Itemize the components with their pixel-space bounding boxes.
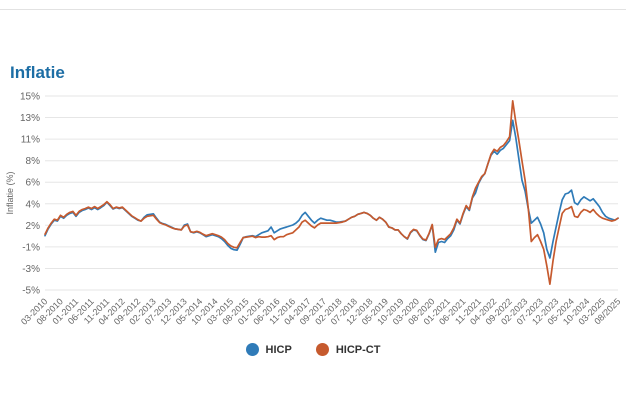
- y-gridlines: [45, 95, 618, 291]
- hicp-series-line[interactable]: [44, 119, 619, 259]
- svg-text:-3%: -3%: [22, 264, 40, 275]
- svg-text:13%: 13%: [20, 113, 40, 124]
- svg-text:11%: 11%: [21, 135, 40, 146]
- x-axis-labels: 03-201008-201001-201106-201111-201104-20…: [19, 296, 622, 326]
- legend-item-hicp-ct[interactable]: HICP-CT: [315, 343, 381, 356]
- hicp-ct-series-line[interactable]: [44, 99, 619, 286]
- y-axis-labels: 15% 13% 11% 8% 6% 4% 2% -1% -3% -5%: [20, 92, 40, 297]
- svg-text:-5%: -5%: [22, 286, 40, 297]
- svg-text:2%: 2%: [26, 221, 41, 232]
- svg-text:6%: 6%: [26, 178, 41, 189]
- chart-title: Inflatie: [10, 63, 65, 82]
- svg-text:4%: 4%: [26, 199, 41, 210]
- svg-text:15%: 15%: [20, 92, 40, 103]
- chart-legend: HICP HICP-CT: [0, 343, 626, 356]
- y-axis-title: Inflatie (%): [5, 171, 15, 214]
- top-divider: [0, 9, 626, 10]
- legend-item-hicp[interactable]: HICP: [245, 343, 292, 356]
- hicp-ct-legend-dot-icon: [315, 343, 329, 356]
- hicp-legend-dot-icon: [245, 343, 259, 356]
- hicp-legend-label: HICP: [265, 343, 292, 356]
- svg-text:8%: 8%: [26, 156, 41, 167]
- hicp-ct-legend-label: HICP-CT: [335, 343, 381, 356]
- svg-text:-1%: -1%: [22, 242, 40, 253]
